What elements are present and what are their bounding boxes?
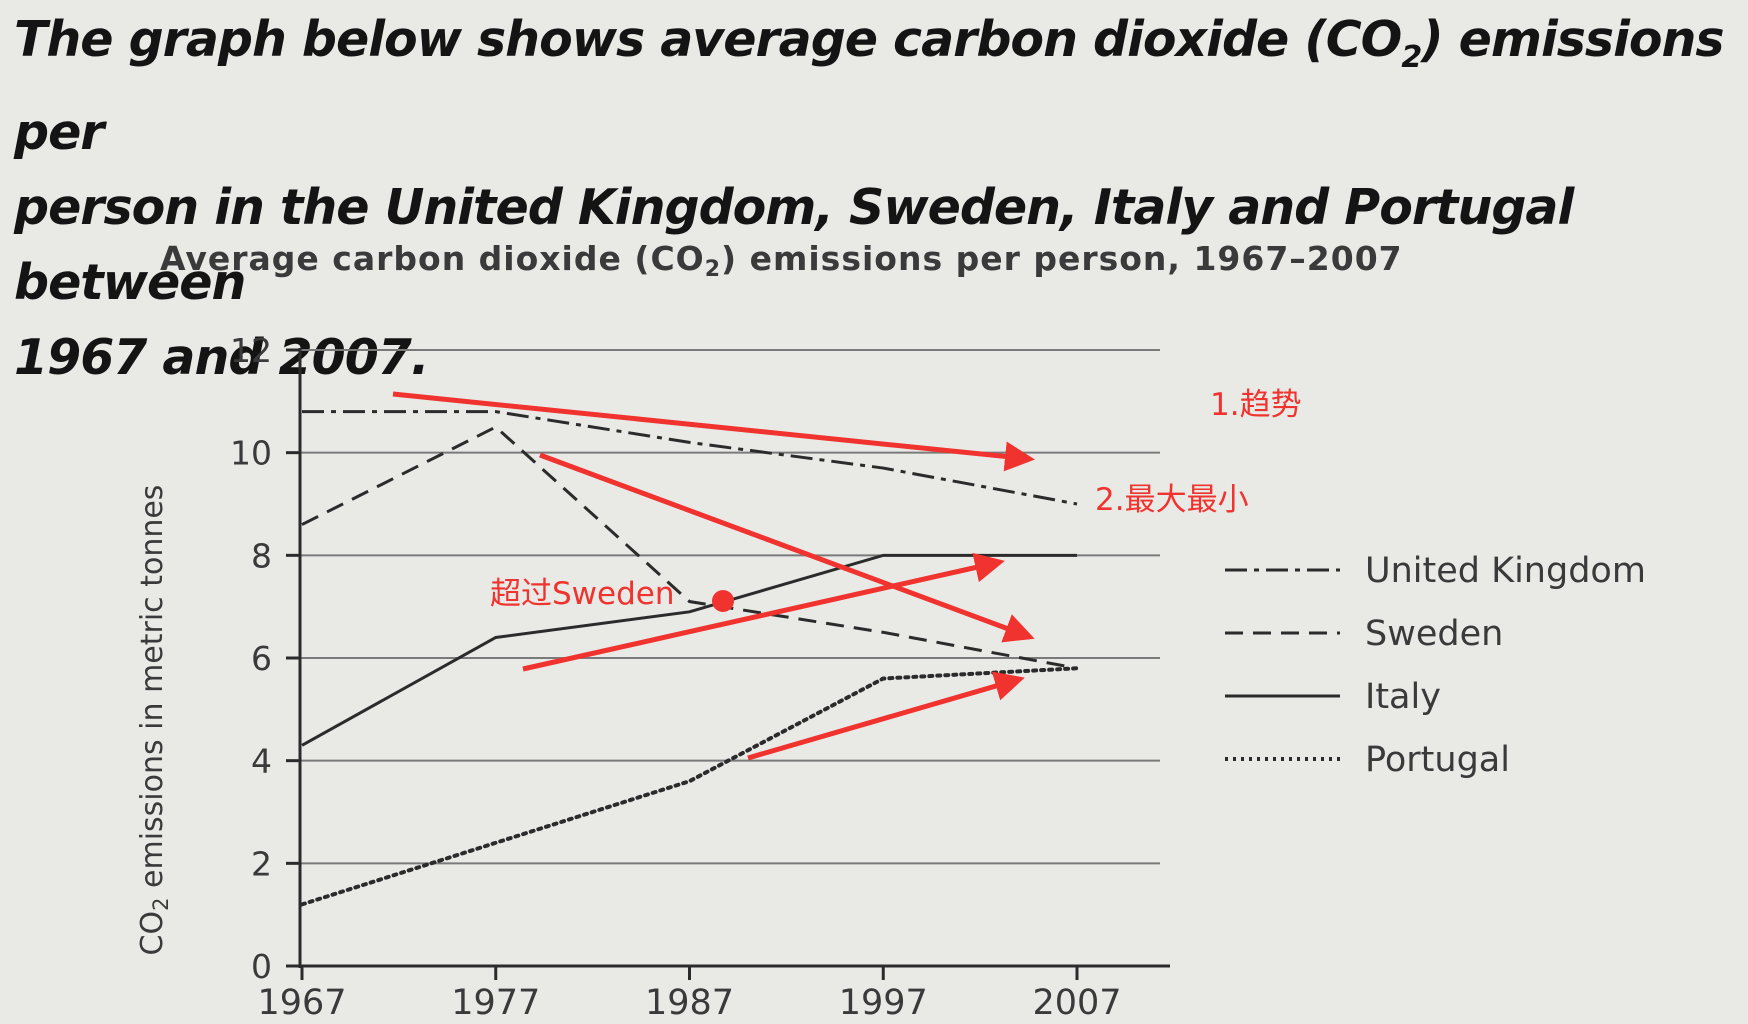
x-tick-label: 1997 xyxy=(839,983,928,1023)
y-tick-label: 12 xyxy=(230,331,272,370)
y-tick-label: 8 xyxy=(251,536,272,575)
annotation-trend: 1.趋势 xyxy=(1210,387,1302,423)
task-prompt: The graph below shows average carbon dio… xyxy=(14,2,1744,395)
trend-arrow-portugal xyxy=(747,671,1025,761)
y-tick-label: 2 xyxy=(251,844,272,883)
y-axis-label: CO2 emissions in metric tonnes xyxy=(135,485,173,956)
series-line-sweden xyxy=(301,425,1078,670)
annotation-layer: 1.趋势 2.最大最小 超过Sweden xyxy=(392,387,1302,761)
y-tick-label: 0 xyxy=(251,947,272,986)
prompt-line-3: 1967 and 2007. xyxy=(14,328,430,386)
series-line-united-kingdom xyxy=(302,410,1078,506)
legend-label-united-kingdom: United Kingdom xyxy=(1365,551,1646,591)
chart-title: Average carbon dioxide (CO2) emissions p… xyxy=(160,239,1403,282)
annotation-exceed-sweden: 超过Sweden xyxy=(490,576,675,612)
series-line-portugal xyxy=(300,666,1079,907)
series-line-italy xyxy=(301,553,1077,747)
y-tick-labels: 0 2 4 6 8 10 12 xyxy=(230,331,272,986)
x-tick-labels: 1967 1977 1987 1997 2007 xyxy=(257,983,1121,1023)
legend: United Kingdom Sweden Italy Portugal xyxy=(1225,551,1646,780)
trend-arrow-italy xyxy=(522,552,1005,672)
trend-arrow-uk xyxy=(392,391,1035,472)
axes xyxy=(286,348,1170,980)
prompt-line-1: The graph below shows average carbon dio… xyxy=(14,11,1725,161)
legend-label-portugal: Portugal xyxy=(1365,740,1510,780)
crossover-dot xyxy=(712,590,734,612)
y-tick-label: 6 xyxy=(251,639,272,678)
x-tick-label: 1987 xyxy=(645,983,734,1023)
annotation-max-min: 2.最大最小 xyxy=(1095,482,1249,518)
y-tick-label: 10 xyxy=(230,434,272,473)
series-lines xyxy=(300,410,1079,907)
trend-arrow-sweden xyxy=(539,452,1035,643)
x-tick-label: 1967 xyxy=(257,983,346,1023)
legend-label-italy: Italy xyxy=(1365,677,1441,717)
prompt-line-2: person in the United Kingdom, Sweden, It… xyxy=(14,178,1574,311)
x-tick-label: 2007 xyxy=(1032,983,1121,1023)
legend-label-sweden: Sweden xyxy=(1365,614,1503,654)
x-tick-label: 1977 xyxy=(451,983,540,1023)
y-tick-label: 4 xyxy=(251,742,272,781)
